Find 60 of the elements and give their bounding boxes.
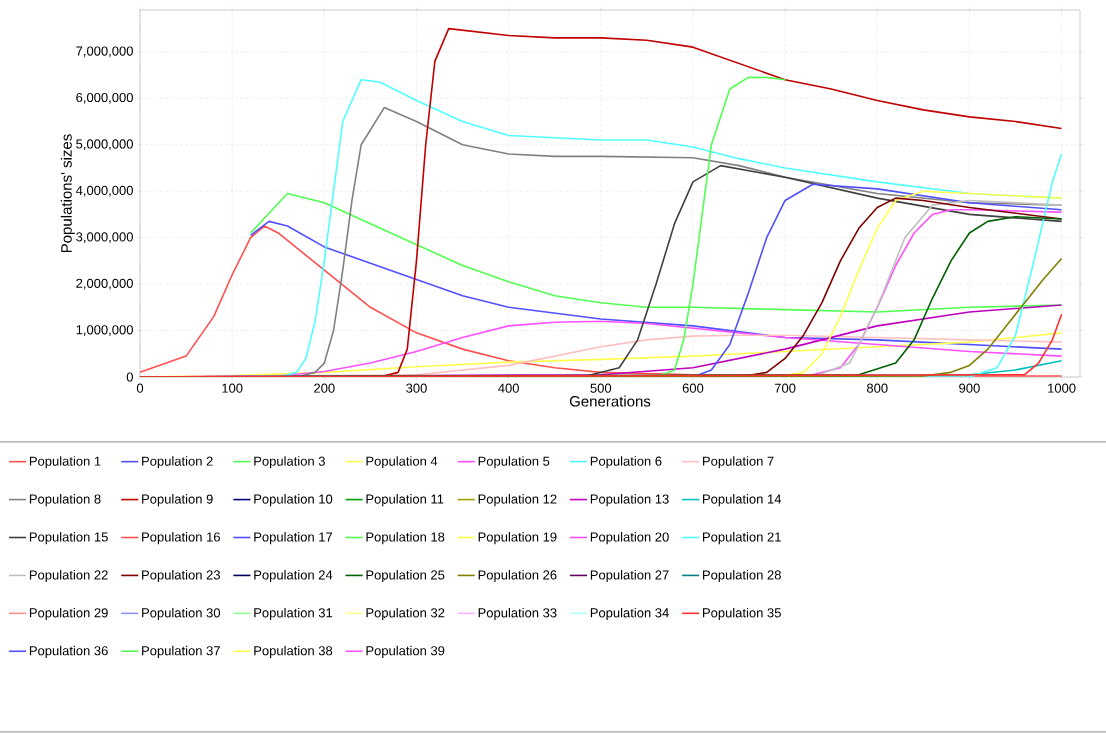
legend-label: Population 16 bbox=[142, 532, 220, 545]
legend-label: Population 24 bbox=[254, 569, 333, 583]
legend-label: Population 29 bbox=[29, 607, 108, 620]
y-tick-label: 7,000,000 bbox=[76, 46, 133, 58]
y-tick-label: 1,000,000 bbox=[76, 325, 133, 336]
legend-label: Population 10 bbox=[254, 494, 333, 507]
y-tick-label: 4,000,000 bbox=[75, 185, 133, 197]
x-axis-title: Generations bbox=[569, 395, 651, 407]
legend-label: Population 36 bbox=[29, 645, 108, 658]
y-tick-label: 6,000,000 bbox=[76, 92, 133, 104]
x-tick-label: 1000 bbox=[1048, 383, 1076, 393]
legend-label: Population 9 bbox=[142, 494, 213, 507]
legend-label: Population 30 bbox=[142, 607, 221, 620]
legend-label: Population 2 bbox=[142, 456, 213, 469]
x-tick-label: 800 bbox=[866, 383, 888, 393]
legend-label: Population 6 bbox=[590, 456, 662, 469]
legend-label: Population 25 bbox=[366, 569, 445, 583]
x-tick-label: 900 bbox=[959, 383, 980, 393]
legend-label: Population 22 bbox=[29, 569, 108, 583]
legend-label: Population 4 bbox=[366, 456, 438, 469]
legend-label: Population 8 bbox=[29, 494, 101, 507]
legend-label: Population 17 bbox=[254, 532, 333, 545]
legend-label: Population 5 bbox=[478, 456, 550, 469]
legend-label: Population 19 bbox=[478, 532, 557, 545]
x-tick-label: 100 bbox=[222, 383, 243, 393]
y-tick-label: 3,000,000 bbox=[76, 232, 133, 243]
legend-label: Population 32 bbox=[366, 607, 445, 620]
legend-label: Population 21 bbox=[703, 532, 781, 545]
legend-label: Population 18 bbox=[366, 532, 445, 545]
legend-label: Population 3 bbox=[254, 456, 325, 469]
legend-label: Population 37 bbox=[142, 645, 220, 658]
x-tick-label: 500 bbox=[590, 383, 612, 393]
legend-label: Population 1 bbox=[29, 456, 101, 469]
x-tick-label: 0 bbox=[136, 383, 144, 393]
legend-label: Population 28 bbox=[703, 569, 781, 583]
legend-label: Population 39 bbox=[366, 645, 445, 658]
y-tick-label: 0 bbox=[126, 372, 133, 382]
legend-label: Population 27 bbox=[590, 569, 669, 583]
legend-label: Population 33 bbox=[478, 607, 557, 620]
legend-label: Population 7 bbox=[703, 456, 774, 469]
legend-label: Population 14 bbox=[703, 494, 782, 507]
legend-label: Population 12 bbox=[478, 494, 557, 507]
y-axis-title: Populations' sizes bbox=[60, 134, 75, 253]
legend-label: Population 11 bbox=[366, 494, 444, 507]
legend-label: Population 20 bbox=[590, 532, 669, 545]
legend-label: Population 13 bbox=[590, 494, 669, 507]
x-tick-label: 400 bbox=[498, 383, 519, 393]
legend-label: Population 35 bbox=[703, 607, 781, 620]
legend-label: Population 31 bbox=[254, 607, 333, 620]
legend-label: Population 15 bbox=[29, 532, 108, 545]
x-tick-label: 700 bbox=[774, 383, 796, 393]
x-tick-label: 200 bbox=[314, 383, 335, 393]
legend-label: Population 26 bbox=[478, 569, 557, 583]
legend-label: Population 34 bbox=[590, 607, 669, 620]
x-tick-label: 600 bbox=[682, 383, 704, 393]
y-tick-label: 2,000,000 bbox=[76, 278, 133, 290]
legend-label: Population 23 bbox=[142, 569, 220, 583]
y-tick-label: 5,000,000 bbox=[76, 139, 133, 151]
legend-label: Population 38 bbox=[254, 645, 333, 658]
x-tick-label: 300 bbox=[406, 383, 427, 393]
